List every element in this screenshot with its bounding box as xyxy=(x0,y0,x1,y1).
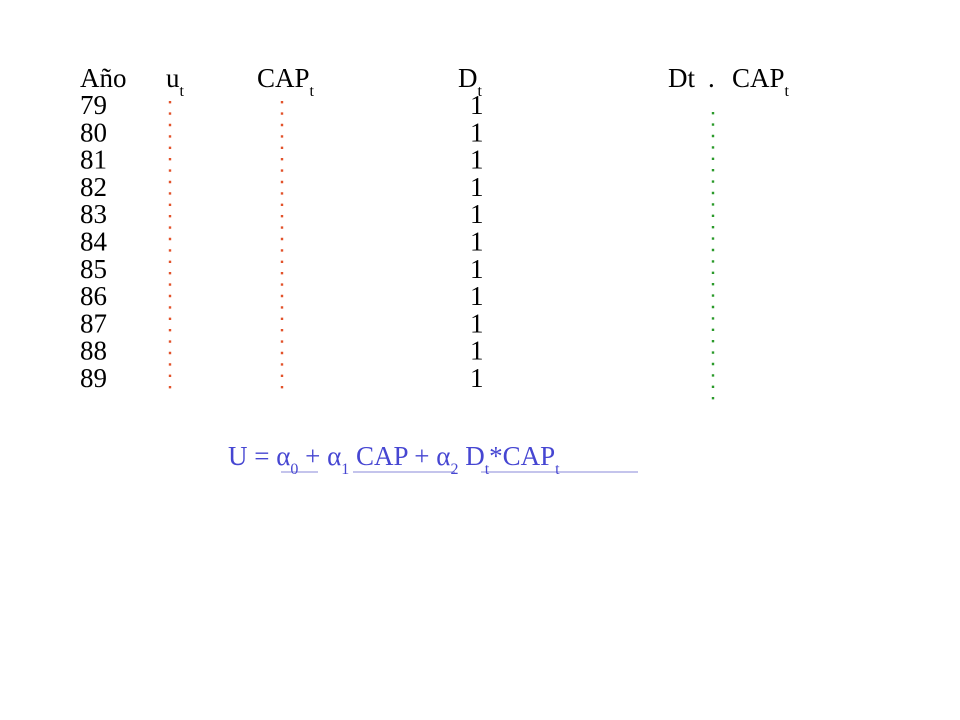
year-cell: 89 xyxy=(80,363,107,393)
header-text-subscript: t xyxy=(310,83,315,100)
d-cell: 1 xyxy=(470,308,484,338)
d-cell: 1 xyxy=(470,117,484,147)
header-cell: ut xyxy=(166,63,185,100)
equation-part: U = xyxy=(228,441,276,471)
d-cell: 1 xyxy=(470,254,484,284)
equation-part-subscript: t xyxy=(555,461,560,478)
d-cell: 1 xyxy=(470,336,484,366)
equation-part-subscript: t xyxy=(485,461,490,478)
header-text-subscript: t xyxy=(180,83,185,100)
table-header: Año ut CAPt Dt Dt. CAPt xyxy=(80,63,790,100)
equation-part: *CAP xyxy=(489,441,555,471)
d-cell: 1 xyxy=(470,281,484,311)
header-text-subscript: t xyxy=(785,83,790,100)
header-text: Año xyxy=(80,63,127,93)
equation-part: + xyxy=(298,441,327,471)
year-cell: 85 xyxy=(80,254,107,284)
equation-part: α xyxy=(327,441,341,471)
d-cell: 1 xyxy=(470,363,484,393)
year-cell: 81 xyxy=(80,145,107,175)
year-cell: 86 xyxy=(80,281,107,311)
table-body: 79 1 80 1 81 1 82 1 83 1 84 1 85 1 86 1 87 1 88 1 89 1 xyxy=(80,90,484,393)
header-text: Dt xyxy=(668,63,695,93)
header-text: u xyxy=(166,63,180,93)
year-cell: 87 xyxy=(80,308,107,338)
equation-part-subscript: 1 xyxy=(341,461,349,478)
equation-part-subscript: 2 xyxy=(450,461,458,478)
header-text: CAP xyxy=(257,63,310,93)
year-cell: 79 xyxy=(80,90,107,120)
header-cell: Año xyxy=(80,63,127,93)
equation: U = α0 + α1 CAP + α2 Dt*CAPt xyxy=(228,441,560,478)
d-cell: 1 xyxy=(470,145,484,175)
header-text: D xyxy=(458,63,478,93)
header-cell: CAPt xyxy=(257,63,315,100)
header-text-subscript: t xyxy=(478,83,483,100)
equation-part: α xyxy=(436,441,450,471)
d-cell: 1 xyxy=(470,199,484,229)
equation-part: CAP + xyxy=(349,441,436,471)
year-cell: 80 xyxy=(80,117,107,147)
header-cell: Dt xyxy=(458,63,483,100)
equation-text: U = α0 + α1 CAP + α2 Dt*CAPt xyxy=(228,441,560,478)
equation-part-subscript: 0 xyxy=(290,461,298,478)
equation-part: α xyxy=(276,441,290,471)
header-cell: . xyxy=(708,63,715,93)
d-cell: 1 xyxy=(470,90,484,120)
year-cell: 83 xyxy=(80,199,107,229)
year-cell: 84 xyxy=(80,227,108,257)
d-cell: 1 xyxy=(470,227,484,257)
header-text: CAP xyxy=(732,63,785,93)
header-cell: Dt xyxy=(668,63,695,93)
d-cell: 1 xyxy=(470,172,484,202)
header-text: . xyxy=(708,63,715,93)
year-cell: 88 xyxy=(80,336,107,366)
equation-part: D xyxy=(458,441,484,471)
year-cell: 82 xyxy=(80,172,107,202)
header-cell: CAPt xyxy=(732,63,790,100)
